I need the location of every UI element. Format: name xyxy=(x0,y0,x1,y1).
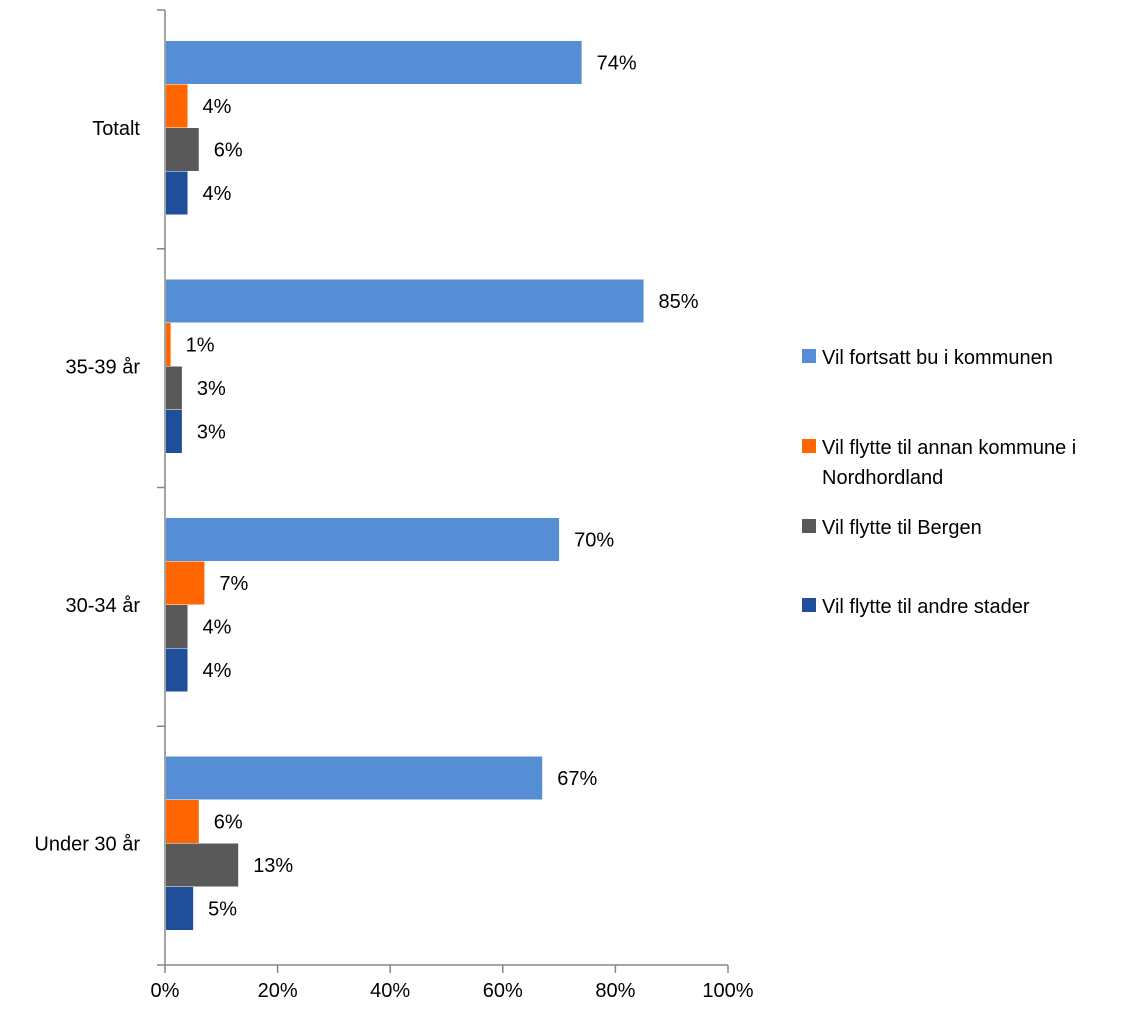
category-label: 35-39 år xyxy=(66,357,141,379)
legend-item-stay: Vil fortsatt bu i kommunen xyxy=(802,343,1053,373)
data-label: 3% xyxy=(197,422,226,444)
category-label: 30-34 år xyxy=(66,595,141,617)
data-label: 1% xyxy=(186,335,215,357)
x-tick-label: 60% xyxy=(483,980,523,1002)
x-tick-label: 20% xyxy=(258,980,298,1002)
legend-label-bergen: Vil flytte til Bergen xyxy=(822,517,982,539)
data-label: 3% xyxy=(197,378,226,400)
data-label: 85% xyxy=(659,291,699,313)
bar xyxy=(166,648,188,692)
data-labels: Totalt 74% 4% 6% 4% 35-39 år 85% 1% 3% 3% 30-34 år… xyxy=(34,53,698,921)
data-label: 6% xyxy=(214,140,243,162)
x-tick-label: 100% xyxy=(702,980,753,1002)
data-label: 13% xyxy=(253,855,293,877)
bar xyxy=(166,279,644,323)
legend-item-bergen: Vil flytte til Bergen xyxy=(802,513,982,543)
category-label: Under 30 år xyxy=(34,834,140,856)
bar xyxy=(166,756,543,800)
legend-swatch-stay xyxy=(802,349,816,363)
data-label: 4% xyxy=(203,617,232,639)
bar xyxy=(166,843,239,887)
data-label: 67% xyxy=(557,768,597,790)
data-label: 70% xyxy=(574,530,614,552)
data-label: 6% xyxy=(214,812,243,834)
legend-item-other-municipality: Vil flytte til annan kommune i Nordhordl… xyxy=(802,433,1143,493)
data-label: 4% xyxy=(203,183,232,205)
bar xyxy=(166,605,188,648)
legend-swatch-other-municipality xyxy=(802,439,816,453)
bar xyxy=(166,518,560,561)
data-label: 4% xyxy=(203,96,232,118)
bar xyxy=(166,887,194,930)
bar xyxy=(166,84,188,128)
bars xyxy=(166,41,644,930)
x-tick-label: 40% xyxy=(370,980,410,1002)
legend-label-stay: Vil fortsatt bu i kommunen xyxy=(822,347,1053,369)
bar xyxy=(166,561,205,605)
legend-swatch-bergen xyxy=(802,519,816,533)
category-label: Totalt xyxy=(92,118,140,140)
legend-item-other-places: Vil flytte til andre stader xyxy=(802,592,1030,622)
bar xyxy=(166,171,188,215)
legend-label-other-places: Vil flytte til andre stader xyxy=(822,596,1030,618)
bar xyxy=(166,323,171,366)
data-label: 4% xyxy=(203,660,232,682)
x-tick-label: 0% xyxy=(151,980,180,1002)
bar xyxy=(166,128,199,171)
x-tick-label: 80% xyxy=(595,980,635,1002)
legend-label-other-municipality: Vil flytte til annan kommune i Nordhordl… xyxy=(822,437,1077,489)
legend-swatch-other-places xyxy=(802,598,816,612)
data-label: 7% xyxy=(219,573,248,595)
data-label: 74% xyxy=(597,53,637,75)
bar xyxy=(166,410,182,453)
bar xyxy=(166,41,582,84)
bar xyxy=(166,800,199,843)
bar xyxy=(166,366,182,410)
axes: 0% 20% 40% 60% 80% 100% xyxy=(151,9,754,1002)
data-label: 5% xyxy=(208,899,237,921)
